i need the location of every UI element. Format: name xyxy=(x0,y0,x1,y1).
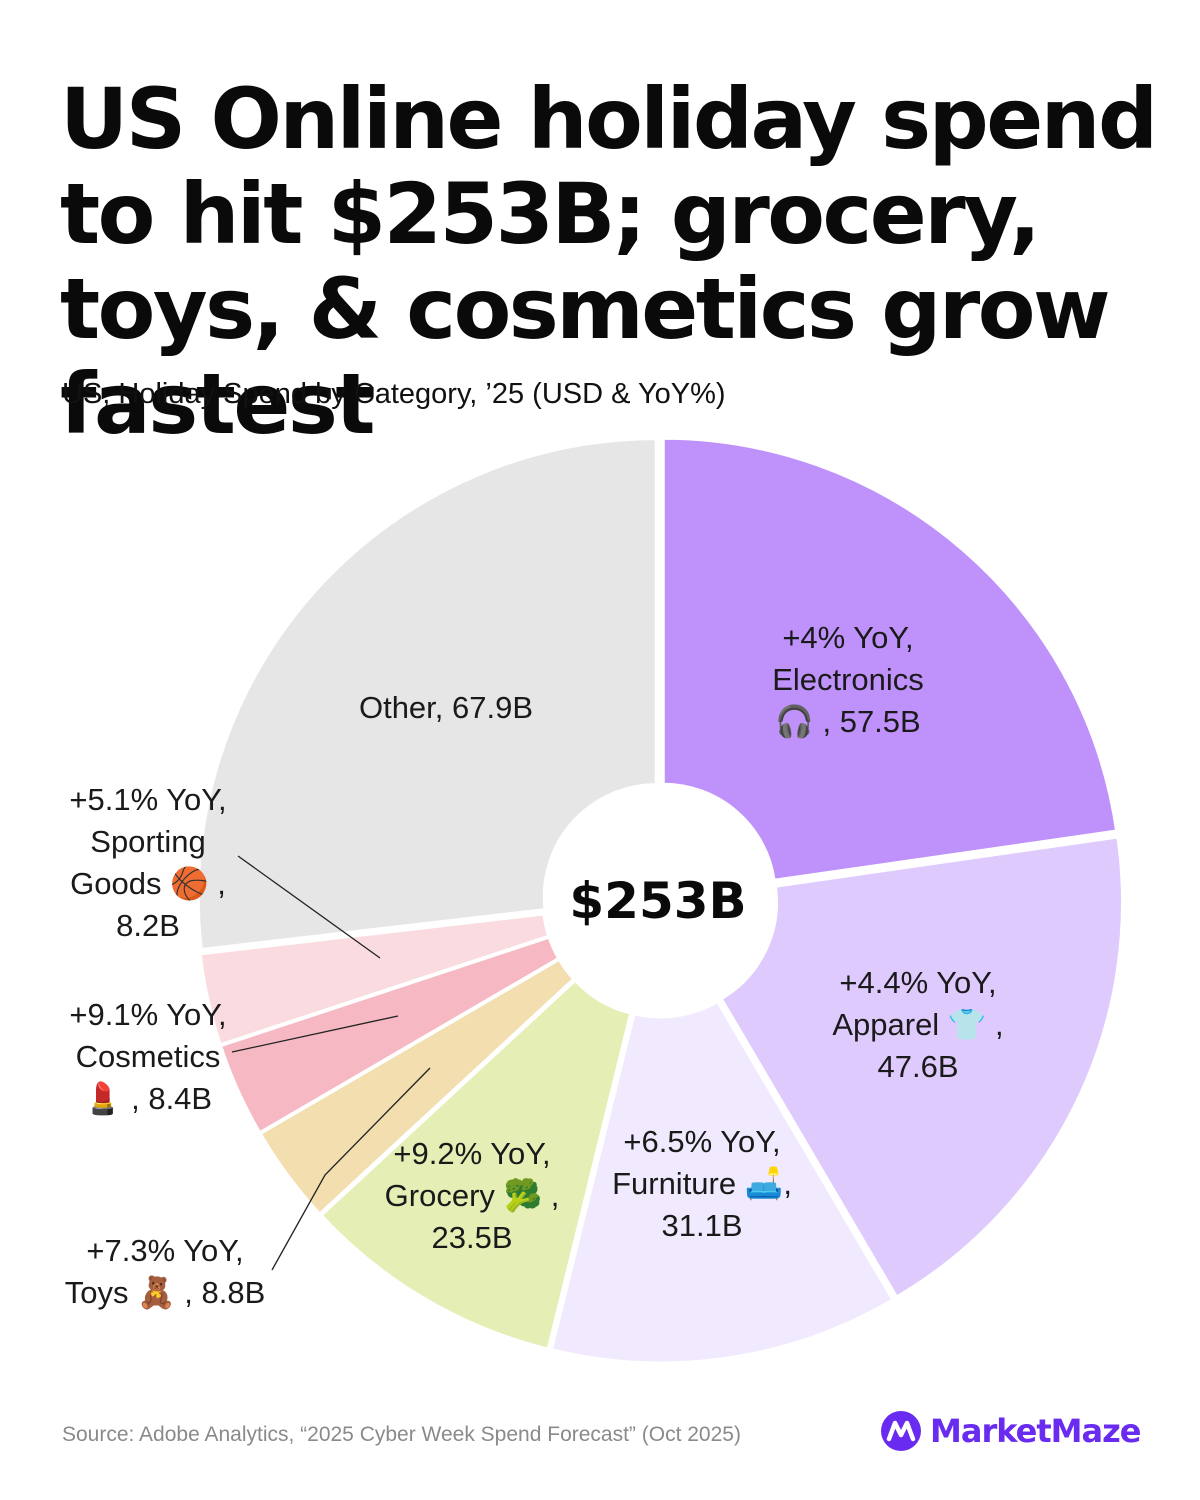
slice-label-apparel: +4.4% YoY, Apparel 👕 , 47.6B xyxy=(832,965,1003,1084)
brand-name: MarketMaze xyxy=(930,1412,1141,1450)
pie-slice-sporting-goods xyxy=(198,912,551,1047)
marketmaze-logo-icon xyxy=(881,1411,921,1451)
donut-hole xyxy=(548,788,772,1012)
source-note: Source: Adobe Analytics, “2025 Cyber Wee… xyxy=(62,1423,741,1446)
slice-label-furniture: +6.5% YoY, Furniture 🛋️, 31.1B xyxy=(612,1124,792,1243)
chart-subtitle: US, Holiday Spend by Category, ’25 (USD … xyxy=(62,378,726,410)
slice-label-electronics: +4% YoY, Electronics 🎧 , 57.5B xyxy=(772,620,924,739)
pie-slice-furniture xyxy=(549,999,895,1365)
slice-label-toys: +7.3% YoY, Toys 🧸 , 8.8B xyxy=(65,1233,266,1311)
pie-slice-apparel xyxy=(719,835,1124,1300)
chart-title: US Online holiday spend to hit $253B; gr… xyxy=(60,70,1158,453)
leader-line-cosmetics xyxy=(231,1015,399,1053)
slice-label-sporting-goods: +5.1% YoY, Sporting Goods 🏀 , 8.2B xyxy=(69,782,226,943)
pie-slice-electronics xyxy=(661,436,1119,882)
center-total-label: $253B xyxy=(569,872,746,930)
brand-logo: MarketMaze xyxy=(880,1410,1141,1452)
slice-label-grocery: +9.2% YoY, Grocery 🥦 , 23.5B xyxy=(385,1136,560,1255)
slice-label-other: Other, 67.9B xyxy=(359,690,533,725)
slice-label-cosmetics: +9.1% YoY, Cosmetics 💄 , 8.4B xyxy=(69,997,226,1116)
pie-slice-grocery xyxy=(319,978,633,1351)
pie-slice-other xyxy=(196,437,658,952)
leader-line-toys xyxy=(271,1067,431,1271)
leader-line-sporting-goods xyxy=(237,855,381,959)
